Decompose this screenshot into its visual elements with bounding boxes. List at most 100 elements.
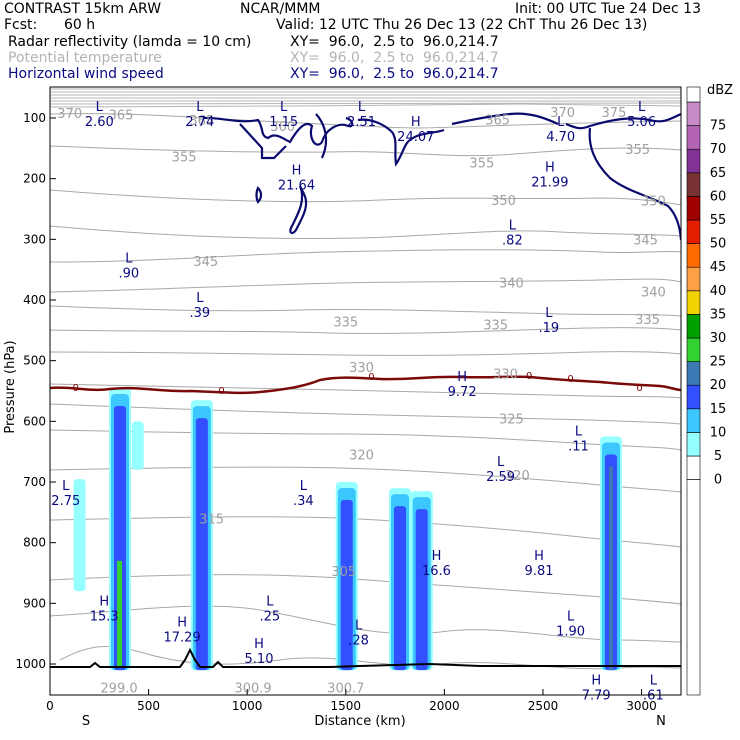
wind-extremum: H9.72	[448, 370, 477, 400]
reflectivity-cell	[335, 482, 358, 671]
x-axis-title: Distance (km)	[314, 714, 405, 729]
wind-extremum: H17.29	[164, 616, 201, 646]
x-tick-label: 3000	[626, 699, 657, 713]
wind-extremum: L2.75	[51, 479, 80, 509]
wind-extremum-type: L	[650, 673, 658, 688]
theta-label: 370	[550, 106, 575, 121]
colorbar-swatch	[686, 384, 701, 410]
wind-extremum: H15.3	[90, 594, 119, 624]
wind-extremum-type: L	[96, 100, 104, 115]
x-tick-label: 0	[46, 699, 54, 713]
colorbar-level-label: 20	[710, 378, 727, 393]
theta-contours	[50, 113, 681, 670]
reflectivity-5dbz	[131, 421, 144, 470]
colorbar: dBZ 0 5 10 15 20 25 30 35 40 45 50 55 60 65 70 75	[686, 83, 733, 696]
wind-extremum: L5.06	[627, 100, 656, 130]
colorbar-level-label: 75	[710, 119, 727, 134]
reflectivity-15dbz	[340, 500, 353, 671]
wind-extremum-type: H	[457, 370, 467, 385]
forecast-hour: 60 h	[64, 17, 96, 33]
wind-extremum: L.61	[643, 673, 664, 703]
colorbar-level-label: 25	[710, 355, 727, 370]
wind-extremum-value: 5.06	[627, 115, 656, 130]
theta-label: 340	[499, 277, 524, 292]
theta-label: 330	[493, 368, 518, 383]
reflectivity-15dbz	[394, 506, 407, 671]
wind-extremum: L1.90	[556, 610, 585, 640]
colorbar-swatch	[686, 290, 701, 315]
theta-label: 350	[491, 194, 516, 209]
wind-extremum-type: H	[292, 164, 302, 179]
field-reflectivity-name: Radar reflectivity (lamda = 10 cm)	[8, 34, 252, 50]
wind-extremum-value: 16.6	[422, 564, 451, 579]
wind-extremum: H24.07	[397, 115, 434, 145]
zero-contour-label: 0	[567, 374, 573, 385]
zero-contour-label: 0	[368, 372, 374, 383]
zero-contour-label: 0	[218, 386, 224, 397]
x-axis-north-label: N	[656, 714, 666, 729]
colorbar-level-label: 60	[710, 189, 727, 204]
colorbar-swatch	[686, 314, 701, 339]
wind-extremum-type: L	[62, 479, 70, 494]
terrain-line	[50, 647, 681, 668]
wind-extremum-type: L	[196, 100, 204, 115]
y-tick-label: 900	[23, 596, 46, 610]
wind-extremum-type: L	[545, 306, 553, 321]
reflectivity-cell	[73, 478, 86, 592]
theta-label: 320	[349, 448, 374, 463]
theta-label: 340	[641, 286, 666, 301]
wind-extremum: H21.99	[531, 161, 568, 191]
theta-label: 299.0	[100, 681, 137, 696]
reflectivity-15dbz	[195, 418, 208, 671]
wind-extremum: L.39	[190, 291, 211, 321]
field-wind-name: Horizontal wind speed	[8, 66, 164, 82]
wind-extremum-value: 5.10	[245, 652, 274, 667]
y-tick-label: 600	[23, 414, 46, 428]
theta-label: 370	[57, 107, 82, 122]
wind-extremum-type: L	[358, 100, 366, 115]
theta-label: 300.7	[327, 681, 364, 696]
wind-extremum-type: L	[575, 425, 583, 440]
wind-extremum-type: L	[638, 100, 646, 115]
colorbar-swatch	[686, 172, 701, 197]
wind-extremum-type: H	[411, 115, 421, 130]
wind-extremum-type: H	[99, 594, 109, 609]
x-tick-label: 2500	[528, 699, 559, 713]
theta-label: 365	[109, 109, 134, 124]
wind-extremum-value: 17.29	[164, 631, 201, 646]
field-wind-xy: XY= 96.0, 2.5 to 96.0,214.7	[290, 66, 499, 82]
colorbar-unit: dBZ	[707, 83, 733, 98]
colorbar-level-label: 35	[710, 307, 727, 322]
upper-isentrope-band	[50, 88, 681, 108]
wind-extremum: H16.6	[422, 549, 451, 579]
wind-extremum-type: H	[534, 549, 544, 564]
wind-extremum-type: L	[300, 479, 308, 494]
theta-label: 355	[625, 143, 650, 158]
wind-extremum-value: 21.99	[531, 176, 568, 191]
theta-label: 335	[333, 315, 358, 330]
wind-extremum: L.11	[568, 425, 589, 455]
theta-label: 300.9	[234, 681, 271, 696]
y-tick-label: 300	[23, 232, 46, 246]
theta-labels: 370 365 365 360 365 370 375 355 355 355 350 350 345 3…	[57, 106, 666, 696]
colorbar-base	[686, 479, 701, 696]
y-axis-title: Pressure (hPa)	[3, 340, 18, 433]
colorbar-level-label: 55	[710, 213, 727, 228]
wind-extremum-value: 15.3	[90, 609, 119, 624]
colorbar-swatch	[686, 196, 701, 221]
zero-contour-label: 0	[636, 383, 642, 394]
wind-extremum-value: 1.15	[269, 115, 298, 130]
theta-label: 355	[172, 150, 197, 165]
wind-extremum-value: 1.90	[556, 625, 585, 640]
wind-extremum-value: 2.74	[185, 115, 214, 130]
wind-extremum-value: 7.79	[582, 688, 611, 703]
wind-extremum-type: L	[567, 610, 575, 625]
field-reflectivity-xy: XY= 96.0, 2.5 to 96.0,214.7	[290, 34, 499, 50]
wind-extremum-value: 24.07	[397, 130, 434, 145]
x-tick-label: 500	[137, 699, 160, 713]
wind-extremum-value: .34	[293, 494, 314, 509]
zero-contour-labels: 0 0 0 0 0 0	[72, 371, 642, 397]
theta-label: 325	[499, 413, 524, 428]
field-theta-name: Potential temperature	[8, 50, 162, 66]
